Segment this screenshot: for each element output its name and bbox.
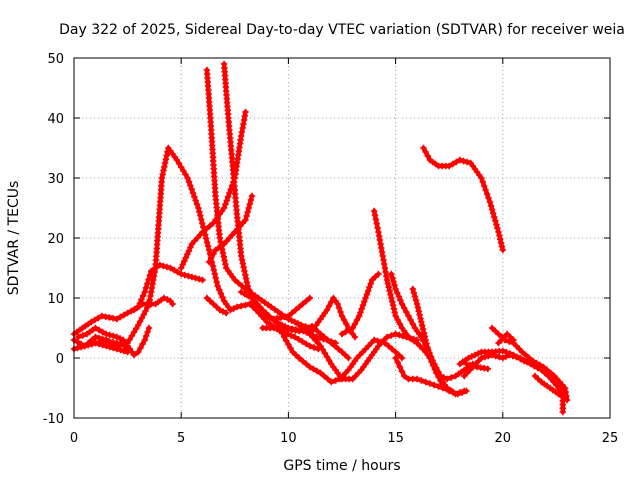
y-tick-label: 10 bbox=[47, 292, 64, 307]
series-markers bbox=[531, 372, 566, 416]
x-tick-label: 25 bbox=[602, 431, 619, 446]
series-markers bbox=[81, 339, 131, 356]
series-sat-ad bbox=[531, 372, 566, 416]
x-axis-label: GPS time / hours bbox=[283, 458, 400, 474]
series-markers bbox=[306, 294, 359, 341]
series-markers bbox=[371, 207, 476, 383]
series-markers bbox=[130, 294, 176, 314]
series-markers bbox=[456, 347, 569, 401]
series-sat-k bbox=[205, 192, 256, 266]
y-tick-label: 30 bbox=[47, 172, 64, 187]
series-markers bbox=[205, 192, 256, 266]
series-markers bbox=[274, 318, 303, 362]
series-markers bbox=[203, 294, 230, 317]
series-markers bbox=[488, 324, 571, 404]
series-sat-w bbox=[392, 354, 455, 395]
series-layer bbox=[70, 60, 571, 416]
series-sat-ab bbox=[495, 330, 517, 347]
series-markers bbox=[392, 354, 455, 395]
series-sat-r bbox=[306, 294, 359, 341]
series-sat-o bbox=[274, 318, 303, 362]
y-tick-label: 40 bbox=[47, 112, 64, 127]
series-markers bbox=[463, 360, 491, 372]
series-sat-l bbox=[203, 294, 230, 317]
series-sat-g bbox=[130, 294, 176, 314]
series-sat-ac bbox=[463, 360, 491, 372]
x-tick-label: 15 bbox=[387, 431, 404, 446]
series-markers bbox=[495, 330, 517, 347]
series-sat-e bbox=[81, 339, 131, 356]
series-sat-v bbox=[409, 285, 470, 398]
series-sat-c bbox=[75, 324, 131, 350]
y-tick-label: -10 bbox=[43, 412, 64, 427]
series-sat-i bbox=[203, 66, 313, 332]
series-markers bbox=[295, 336, 406, 386]
series-sat-t bbox=[371, 207, 476, 383]
y-axis-label: SDTVAR / TECUs bbox=[6, 181, 22, 296]
series-markers bbox=[338, 270, 382, 338]
y-tick-label: 0 bbox=[56, 352, 64, 367]
series-markers bbox=[420, 144, 506, 254]
x-tick-label: 0 bbox=[70, 431, 78, 446]
series-markers bbox=[75, 324, 131, 350]
x-tick-label: 20 bbox=[495, 431, 512, 446]
series-markers bbox=[409, 285, 470, 398]
y-tick-label: 20 bbox=[47, 232, 64, 247]
series-sat-s bbox=[338, 270, 382, 338]
x-tick-label: 10 bbox=[280, 431, 297, 446]
series-sat-x bbox=[420, 144, 506, 254]
series-sat-aa bbox=[456, 347, 569, 401]
y-tick-label: 50 bbox=[47, 52, 64, 67]
series-markers bbox=[124, 324, 153, 359]
x-tick-label: 5 bbox=[177, 431, 185, 446]
grid-layer bbox=[74, 58, 610, 418]
series-sat-f bbox=[124, 324, 153, 359]
chart-title: Day 322 of 2025, Sidereal Day-to-day VTE… bbox=[59, 22, 625, 38]
tick-layer: 0 5 10 15 20 25 -10 0 10 20 30 40 50 bbox=[43, 52, 619, 446]
series-sat-q bbox=[295, 336, 406, 386]
